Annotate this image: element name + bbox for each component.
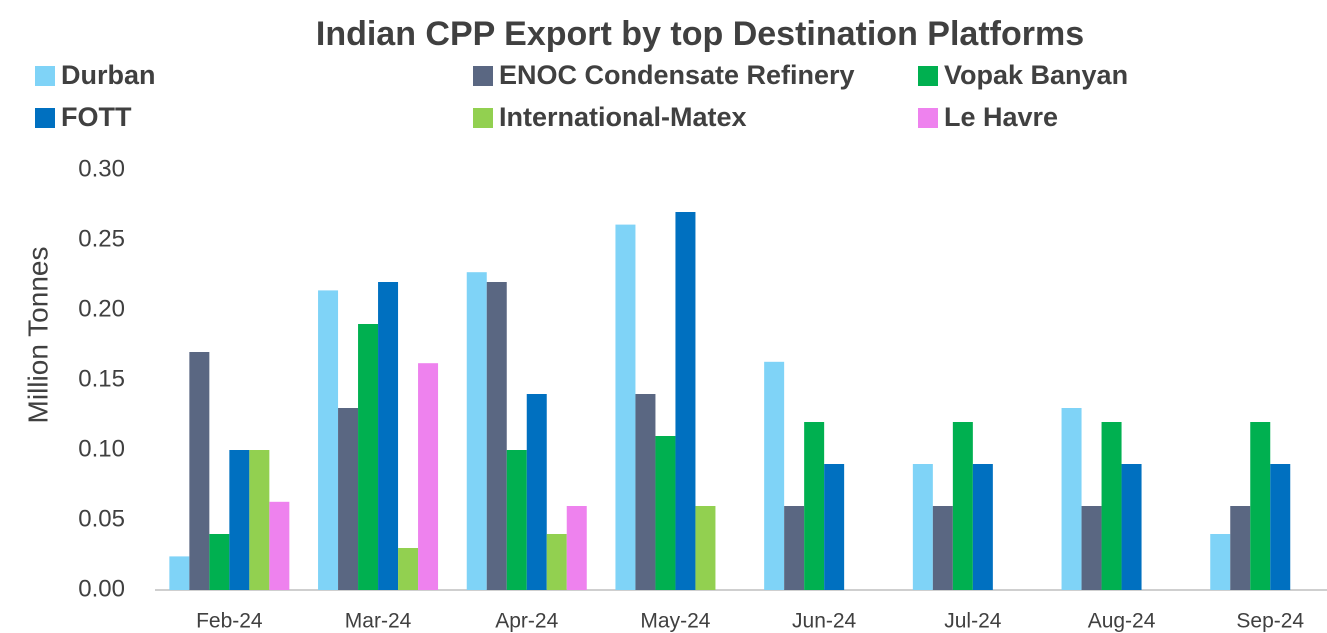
bar	[824, 464, 845, 590]
legend-label: FOTT	[61, 102, 132, 132]
bar	[526, 394, 547, 590]
bar	[398, 548, 419, 590]
y-axis-label: Million Tonnes	[22, 247, 53, 424]
legend-label: Le Havre	[944, 102, 1058, 132]
bar	[764, 361, 785, 590]
bar	[1101, 422, 1122, 590]
bar	[1230, 506, 1251, 590]
legend-swatch	[35, 108, 55, 128]
bar	[932, 506, 953, 590]
bar	[189, 352, 210, 590]
bar	[169, 556, 190, 590]
bar	[209, 534, 230, 590]
bar	[1121, 464, 1142, 590]
legend-label: International-Matex	[499, 102, 747, 132]
bar	[418, 363, 439, 590]
legend-label: Vopak Banyan	[944, 60, 1128, 90]
bar	[506, 450, 527, 590]
bar	[655, 436, 676, 590]
x-tick-label: Sep-24	[1236, 610, 1304, 633]
y-tick-label: 0.15	[78, 365, 125, 392]
y-tick-label: 0.25	[78, 225, 125, 252]
bar	[635, 394, 656, 590]
bar	[1061, 408, 1082, 590]
bar	[972, 464, 993, 590]
bar	[378, 282, 399, 590]
chart-title: Indian CPP Export by top Destination Pla…	[316, 15, 1084, 53]
x-tick-label: Aug-24	[1088, 610, 1156, 633]
x-tick-label: Jul-24	[944, 610, 1002, 633]
bar	[952, 422, 973, 590]
bar	[486, 282, 507, 590]
bar	[566, 506, 587, 590]
bar	[675, 212, 696, 590]
legend-swatch	[918, 108, 938, 128]
bar	[1250, 422, 1271, 590]
legend-swatch	[473, 108, 493, 128]
bar	[1270, 464, 1291, 590]
bar	[338, 408, 359, 590]
y-tick-label: 0.20	[78, 295, 125, 322]
bar	[358, 324, 379, 590]
y-tick-label: 0.10	[78, 435, 125, 462]
x-tick-label: May-24	[640, 610, 710, 633]
bar	[229, 450, 250, 590]
legend-label: ENOC Condensate Refinery	[499, 60, 855, 90]
legend-swatch	[918, 66, 938, 86]
x-tick-label: Jun-24	[792, 610, 857, 633]
bar	[249, 450, 270, 590]
bar	[546, 534, 567, 590]
bar	[615, 224, 636, 590]
bar	[269, 501, 290, 590]
x-tick-label: Feb-24	[196, 610, 263, 633]
bar	[318, 290, 339, 590]
legend-swatch	[473, 66, 493, 86]
bar	[1210, 534, 1231, 590]
bar	[912, 464, 933, 590]
bar	[695, 506, 716, 590]
x-tick-label: Mar-24	[345, 610, 412, 633]
bar	[804, 422, 825, 590]
legend-label: Durban	[61, 60, 156, 90]
legend-swatch	[35, 66, 55, 86]
bar	[1081, 506, 1102, 590]
bar	[466, 272, 487, 590]
y-tick-label: 0.30	[78, 155, 125, 182]
y-tick-label: 0.00	[78, 575, 125, 602]
bar	[784, 506, 805, 590]
x-tick-label: Apr-24	[495, 610, 558, 633]
y-tick-label: 0.05	[78, 505, 125, 532]
